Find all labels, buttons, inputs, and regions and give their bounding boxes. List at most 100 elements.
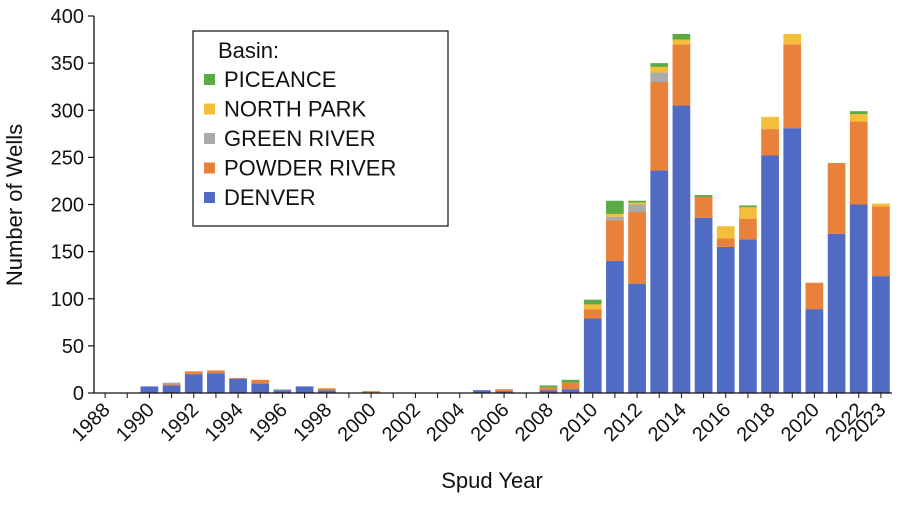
bar-segment-denver-1998 (317, 390, 336, 393)
bar-segment-piceance-2013 (650, 63, 669, 67)
bar-segment-powder-river-1991 (162, 384, 181, 386)
bar-segment-denver-1994 (229, 378, 247, 393)
bar-segment-powder-river-2010 (583, 309, 602, 319)
legend-swatch-north-park (204, 103, 215, 115)
bar-segment-powder-river-2011 (606, 220, 624, 262)
y-tick-label: 200 (51, 195, 84, 217)
y-tick-label: 300 (51, 100, 84, 122)
bar-segment-powder-river-2015 (694, 196, 713, 218)
bar-segment-north-park-2019 (783, 33, 802, 45)
bar-segment-denver-1995 (251, 383, 270, 393)
bar-segment-north-park-2014 (672, 39, 691, 45)
bar-segment-denver-2016 (716, 246, 735, 393)
x-tick-label: 2010 (555, 399, 602, 446)
bar-segment-denver-2010 (583, 318, 602, 393)
bar-segment-green-river-2011 (606, 216, 624, 221)
legend-label-piceance: PICEANCE (224, 67, 336, 92)
bar-segment-piceance-2014 (672, 33, 691, 40)
bar-segment-denver-2008 (539, 390, 558, 393)
legend-label-denver: DENVER (224, 185, 316, 210)
bar-segment-powder-river-2023 (872, 206, 890, 277)
bar-segment-denver-1992 (184, 374, 203, 393)
bar-segment-powder-river-2018 (761, 129, 779, 156)
bar-segment-powder-river-2021 (827, 163, 846, 234)
legend-box (192, 30, 449, 227)
x-tick-label: 1994 (201, 399, 248, 446)
bar-segment-powder-river-2022 (849, 121, 868, 205)
x-tick-label: 2020 (777, 399, 824, 446)
bar-segment-powder-river-2014 (672, 44, 691, 106)
bar-segment-green-river-2013 (650, 72, 669, 82)
bar-segment-powder-river-2008 (539, 387, 558, 391)
bar-segment-denver-2020 (805, 309, 824, 393)
x-tick-label: 2000 (334, 399, 381, 446)
bar-segment-piceance-2012 (628, 200, 646, 203)
bar-segment-denver-1990 (140, 386, 159, 393)
bar-segment-denver-2011 (606, 261, 624, 393)
bar-segment-piceance-2015 (694, 195, 713, 197)
x-tick-label: 1998 (289, 399, 336, 446)
bar-segment-powder-river-1993 (207, 370, 225, 374)
legend-swatch-powder-river (204, 162, 215, 174)
bar-segment-denver-2012 (628, 283, 646, 393)
bar-segment-north-park-2022 (849, 114, 868, 122)
y-tick-label: 100 (51, 289, 84, 311)
legend-swatch-piceance (204, 74, 215, 85)
x-axis-label: Spud Year (441, 468, 543, 493)
x-tick-label: 1992 (156, 399, 203, 446)
legend: Basin: PICEANCE NORTH PARK GREEN RIVER POWD… (192, 30, 449, 227)
bar-segment-north-park-2017 (739, 207, 757, 219)
bar-segment-powder-river-1994 (229, 377, 247, 379)
bar-segment-north-park-2012 (628, 202, 646, 205)
bar-segment-north-park-2011 (606, 213, 624, 217)
x-tick-label: 1990 (112, 399, 159, 446)
bar-segment-north-park-2013 (650, 66, 669, 73)
legend-label-green-river: GREEN RIVER (224, 126, 376, 151)
y-tick-label: 250 (51, 147, 84, 169)
bar-segment-powder-river-2019 (783, 44, 802, 129)
bar-segment-green-river-1991 (162, 382, 181, 385)
y-tick-label: 150 (51, 242, 84, 264)
bar-segment-powder-river-1998 (317, 388, 336, 391)
y-tick-label: 0 (73, 383, 84, 405)
bar-segment-north-park-2018 (761, 116, 779, 130)
legend-label-powder-river: POWDER RIVER (224, 156, 396, 181)
bar-segment-piceance-2009 (561, 379, 580, 383)
bar-segment-powder-river-2020 (805, 282, 824, 310)
x-tick-label: 2006 (467, 399, 514, 446)
bar-segment-denver-2013 (650, 170, 669, 393)
bar-segment-denver-1996 (273, 390, 292, 393)
bar-segment-denver-2009 (561, 389, 580, 393)
x-tick-label: 2018 (733, 399, 780, 446)
bar-segment-north-park-2010 (583, 304, 602, 310)
bar-segment-denver-1991 (162, 385, 181, 393)
x-tick-label: 2012 (600, 399, 647, 446)
bar-segment-denver-2006 (495, 391, 513, 393)
bar-segment-piceance-2008 (539, 385, 558, 388)
bar-segment-denver-2014 (672, 105, 691, 393)
x-tick-label: 1988 (68, 399, 115, 446)
bar-segment-powder-river-1995 (251, 379, 270, 384)
bar-segment-powder-river-2009 (561, 382, 580, 390)
bar-segment-powder-river-2017 (739, 218, 757, 240)
legend-title: Basin: (218, 38, 279, 63)
bar-segment-piceance-2022 (849, 111, 868, 115)
bar-segment-north-park-2023 (872, 203, 890, 207)
bar-segment-piceance-2017 (739, 205, 757, 208)
bar-segment-green-river-1996 (273, 389, 292, 391)
bar-segment-powder-river-2006 (495, 389, 513, 392)
legend-label-north-park: NORTH PARK (224, 97, 367, 122)
bar-segment-piceance-2011 (606, 200, 624, 214)
bar-segment-powder-river-2016 (716, 238, 735, 247)
bar-segment-piceance-2010 (583, 299, 602, 305)
y-tick-label: 50 (62, 336, 84, 358)
bar-segment-denver-2005 (473, 390, 491, 393)
y-axis-label: Number of Wells (2, 124, 27, 286)
bar-segment-green-river-2012 (628, 204, 646, 213)
bar-segment-denver-1997 (295, 386, 314, 393)
legend-swatch-denver (204, 192, 215, 203)
bar-segment-denver-2021 (827, 233, 846, 393)
bar-segment-denver-2018 (761, 155, 779, 393)
bar-segment-powder-river-1992 (184, 371, 203, 375)
